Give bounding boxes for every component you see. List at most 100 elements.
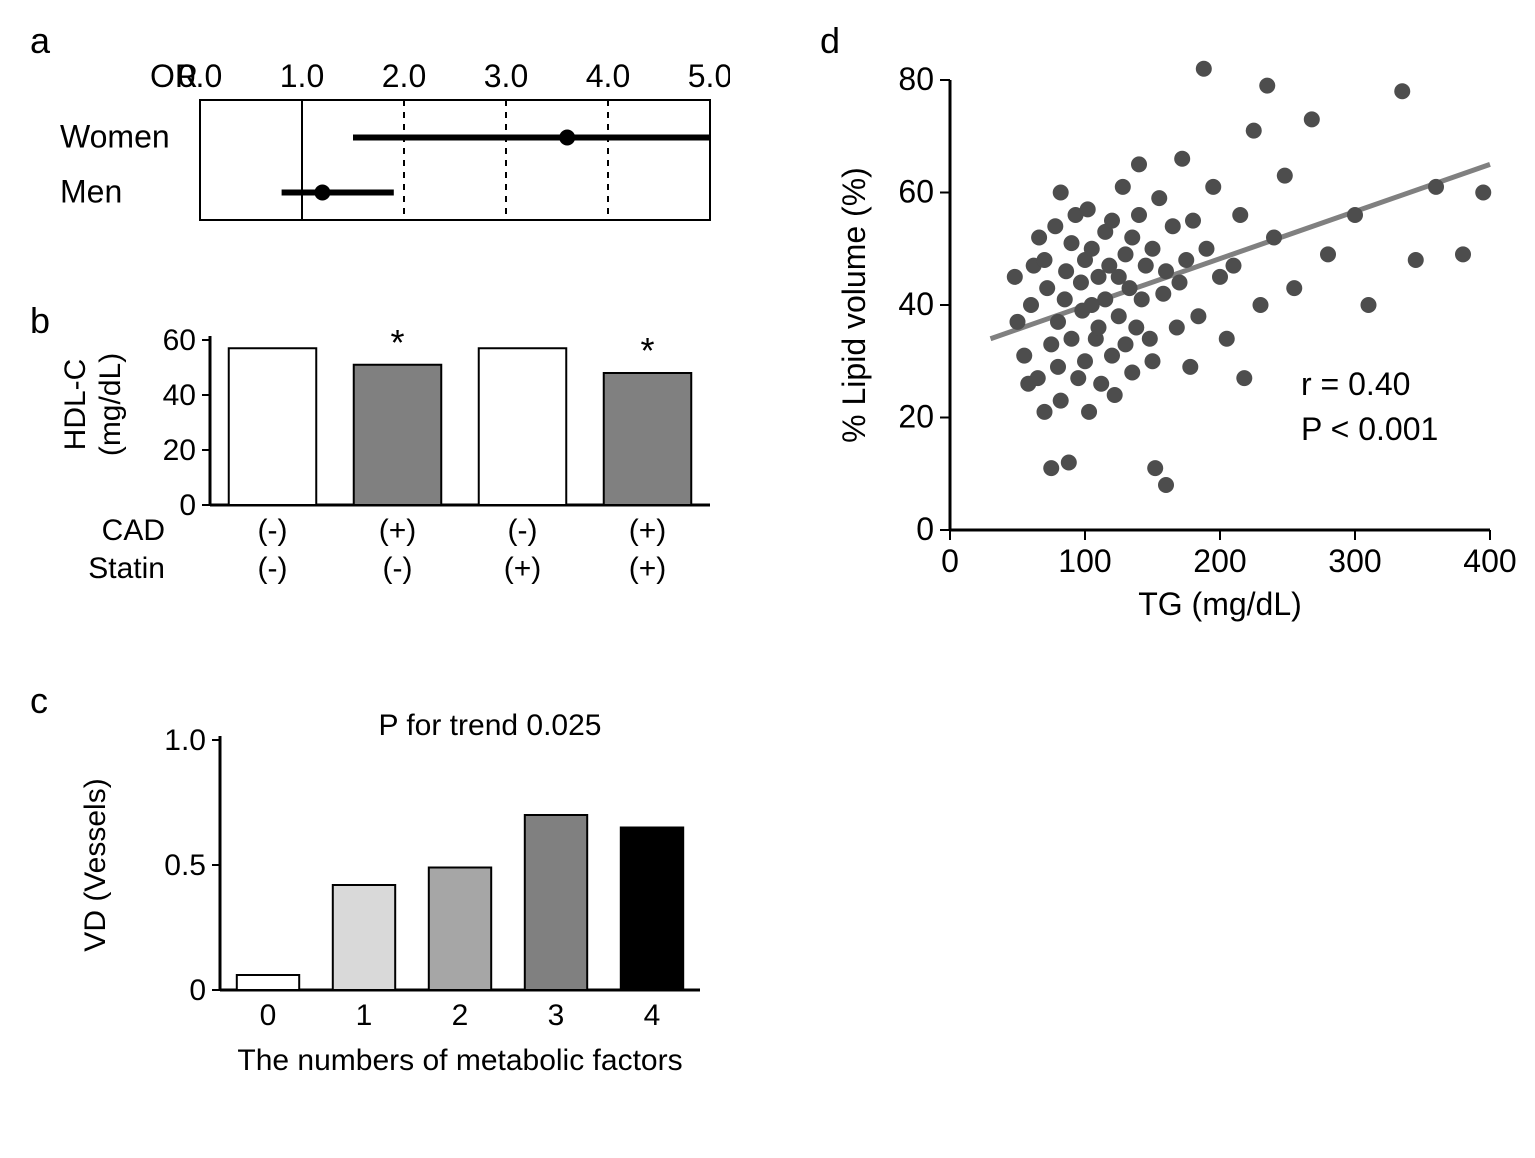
scatter-point [1058, 263, 1074, 279]
x-tick-label: 4 [644, 999, 661, 1032]
y-tick-label: 0 [916, 511, 934, 547]
scatter-point [1097, 291, 1113, 307]
scatter-point [1122, 280, 1138, 296]
or-marker [559, 130, 575, 146]
y-label: % Lipid volume (%) [836, 167, 872, 443]
scatter-point [1081, 404, 1097, 420]
scatter-point [1253, 297, 1269, 313]
scatter-point [1151, 190, 1167, 206]
y-tick-label: 60 [898, 174, 934, 210]
row-cell: (-) [383, 552, 413, 585]
scatter-point [1131, 156, 1147, 172]
scatter-point [1138, 258, 1154, 274]
scatter-point [1145, 353, 1161, 369]
scatter-point [1147, 460, 1163, 476]
bar [354, 365, 442, 505]
or-tick: 0.0 [178, 58, 222, 94]
or-tick: 4.0 [586, 58, 630, 94]
panel-c-bar-chart: 00.51.0VD (Vessels)01234P for trend 0.02… [30, 680, 730, 1110]
scatter-point [1320, 246, 1336, 262]
panel-b-bar-chart: 0204060HDL-C(mg/dL)**CAD(-)(+)(-)(+)Stat… [30, 300, 730, 620]
x-tick-label: 400 [1463, 543, 1516, 579]
x-tick-label: 300 [1328, 543, 1381, 579]
scatter-point [1124, 230, 1140, 246]
scatter-point [1037, 404, 1053, 420]
scatter-point [1070, 370, 1086, 386]
scatter-point [1037, 252, 1053, 268]
scatter-point [1043, 336, 1059, 352]
x-tick-label: 3 [548, 999, 565, 1032]
scatter-point [1246, 123, 1262, 139]
panel-a-forest-plot: OR0.01.02.03.04.05.0WomenMen [30, 20, 730, 250]
scatter-point [1199, 241, 1215, 257]
y-label-line1: HDL-C [59, 359, 92, 451]
row-cell: (+) [504, 552, 542, 585]
scatter-point [1158, 263, 1174, 279]
scatter-point [1145, 241, 1161, 257]
scatter-point [1016, 348, 1032, 364]
row-cell: (-) [258, 552, 288, 585]
panel-d-scatter-plot: 0204060800100200300400% Lipid volume (%)… [820, 20, 1520, 640]
scatter-point [1158, 477, 1174, 493]
forest-box [200, 100, 710, 220]
or-tick: 5.0 [688, 58, 730, 94]
scatter-point [1043, 460, 1059, 476]
scatter-point [1408, 252, 1424, 268]
scatter-point [1182, 359, 1198, 375]
or-tick: 3.0 [484, 58, 528, 94]
or-marker [314, 185, 330, 201]
scatter-point [1131, 207, 1147, 223]
scatter-point [1093, 376, 1109, 392]
forest-row-label: Men [60, 174, 122, 210]
row-cell: (+) [379, 514, 417, 547]
y-label-line2: (mg/dL) [94, 353, 127, 456]
scatter-point [1165, 218, 1181, 234]
scatter-point [1169, 320, 1185, 336]
y-tick-label: 1.0 [164, 724, 206, 757]
y-tick-label: 60 [163, 324, 196, 357]
scatter-point [1185, 213, 1201, 229]
scatter-point [1084, 241, 1100, 257]
scatter-point [1304, 111, 1320, 127]
row-name: CAD [102, 514, 165, 547]
y-tick-label: 20 [898, 399, 934, 435]
or-tick: 1.0 [280, 58, 324, 94]
scatter-point [1347, 207, 1363, 223]
row-cell: (+) [629, 514, 667, 547]
scatter-point [1104, 213, 1120, 229]
scatter-point [1174, 151, 1190, 167]
x-tick-label: 0 [260, 999, 277, 1032]
scatter-point [1104, 348, 1120, 364]
scatter-point [1107, 387, 1123, 403]
trend-annotation: P for trend 0.025 [379, 709, 602, 742]
scatter-point [1080, 201, 1096, 217]
x-tick-label: 2 [452, 999, 469, 1032]
bar [229, 348, 317, 505]
forest-row-label: Women [60, 119, 170, 155]
scatter-point [1061, 455, 1077, 471]
x-tick-label: 200 [1193, 543, 1246, 579]
row-cell: (-) [258, 514, 288, 547]
bar [479, 348, 567, 505]
scatter-point [1010, 314, 1026, 330]
y-tick-label: 0 [189, 974, 206, 1007]
scatter-point [1286, 280, 1302, 296]
scatter-point [1057, 291, 1073, 307]
x-tick-label: 100 [1058, 543, 1111, 579]
y-tick-label: 20 [163, 434, 196, 467]
scatter-point [1219, 331, 1235, 347]
x-tick-label: 1 [356, 999, 373, 1032]
scatter-point [1023, 297, 1039, 313]
x-label: The numbers of metabolic factors [237, 1044, 682, 1077]
bar [621, 828, 683, 991]
scatter-point [1047, 218, 1063, 234]
y-tick-label: 0 [179, 489, 196, 522]
scatter-point [1205, 179, 1221, 195]
scatter-point [1172, 275, 1188, 291]
bar [525, 815, 587, 990]
scatter-point [1142, 331, 1158, 347]
scatter-point [1212, 269, 1228, 285]
scatter-point [1007, 269, 1023, 285]
scatter-point [1124, 365, 1140, 381]
bar [333, 885, 395, 990]
